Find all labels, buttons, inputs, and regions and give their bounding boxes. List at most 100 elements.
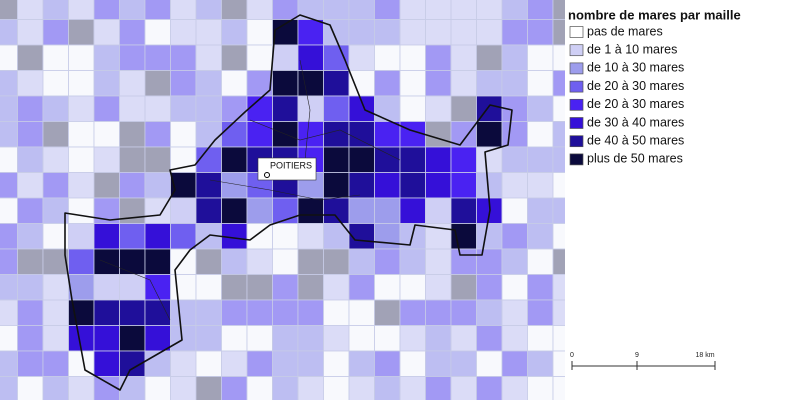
grid-cell [323, 299, 350, 326]
grid-cell [195, 248, 222, 275]
legend-swatch [569, 26, 584, 38]
grid-cell [119, 274, 146, 301]
grid-cell [170, 274, 197, 301]
city-marker [264, 172, 270, 178]
grid-cell [246, 274, 273, 301]
grid-cell [323, 0, 350, 20]
grid-cell [170, 299, 197, 326]
grid-cell [0, 274, 18, 301]
grid-cell [221, 70, 248, 97]
grid-cell [323, 44, 350, 71]
grid-cell [323, 248, 350, 275]
grid-cell [0, 121, 18, 148]
grid-cell [425, 325, 452, 352]
grid-cell [501, 376, 528, 400]
grid-cell [195, 19, 222, 46]
grid-cell [170, 95, 197, 122]
grid-cell [195, 95, 222, 122]
grid-cell [68, 19, 95, 46]
grid-cell [501, 19, 528, 46]
grid-cell [17, 248, 44, 275]
grid-cell [425, 172, 452, 199]
grid-cell [425, 350, 452, 377]
grid-cell [68, 197, 95, 224]
grid-cell [170, 197, 197, 224]
grid-cell [323, 274, 350, 301]
grid-cell [195, 172, 222, 199]
grid-cell [0, 248, 18, 275]
grid-cell [272, 350, 299, 377]
commune-border [249, 119, 401, 161]
grid-cell [170, 44, 197, 71]
grid-cell [0, 44, 18, 71]
grid-cell [501, 121, 528, 148]
grid-cell [170, 121, 197, 148]
grid-cell [17, 274, 44, 301]
scale-label: 18 km [695, 352, 714, 359]
grid-cell [221, 248, 248, 275]
grid-cell [195, 376, 222, 400]
grid-cell [476, 223, 503, 250]
grid-cell [527, 248, 554, 275]
grid-cell [425, 146, 452, 173]
city-label: POITIERS [270, 160, 312, 170]
grid-cell [144, 146, 171, 173]
grid-cell [17, 44, 44, 71]
legend-swatch [569, 135, 584, 148]
grid-cell [170, 19, 197, 46]
grid-cell [348, 146, 375, 173]
grid-cell [42, 376, 69, 400]
grid-cell [144, 70, 171, 97]
grid-cell [144, 223, 171, 250]
grid-cell [323, 172, 350, 199]
grid-cell [68, 121, 95, 148]
grid-cell [297, 376, 324, 400]
grid-cell [170, 350, 197, 377]
territory-border [64, 14, 513, 391]
grid-cell [221, 376, 248, 400]
grid-cell [501, 299, 528, 326]
grid-cell [374, 223, 401, 250]
grid-cell [476, 70, 503, 97]
grid-cell [246, 70, 273, 97]
grid-cell [42, 121, 69, 148]
commune-border [209, 179, 361, 201]
grid-cell [0, 350, 18, 377]
grid-cell [399, 146, 426, 173]
grid-cell [425, 95, 452, 122]
grid-cell [297, 350, 324, 377]
grid-cell [374, 172, 401, 199]
grid-cell [144, 44, 171, 71]
grid-cell [297, 70, 324, 97]
grid-cell [195, 0, 222, 20]
grid-cell [450, 146, 477, 173]
grid-cell [476, 248, 503, 275]
legend-label: de 20 à 30 mares [587, 97, 684, 111]
grid-cell [272, 223, 299, 250]
scale-label: 0 [570, 352, 574, 359]
grid-cell [374, 19, 401, 46]
grid-cell [195, 325, 222, 352]
grid-cell [323, 350, 350, 377]
grid-cell [144, 121, 171, 148]
grid-cell [68, 274, 95, 301]
grid-cell [68, 70, 95, 97]
grid-cell [399, 172, 426, 199]
legend-swatch [569, 117, 584, 129]
grid-cell [527, 325, 554, 352]
grid-cell [348, 0, 375, 20]
grid-cell [348, 44, 375, 71]
grid-cell [42, 146, 69, 173]
grid-cell [399, 350, 426, 377]
grid-cell [399, 197, 426, 224]
grid-cell [450, 70, 477, 97]
grid-cell [501, 223, 528, 250]
grid-cell [374, 299, 401, 326]
grid-cell [374, 44, 401, 71]
grid-cell [144, 172, 171, 199]
grid-cell [450, 95, 477, 122]
grid-cell [246, 121, 273, 148]
grid-cell [501, 0, 528, 20]
grid-cell [144, 325, 171, 352]
